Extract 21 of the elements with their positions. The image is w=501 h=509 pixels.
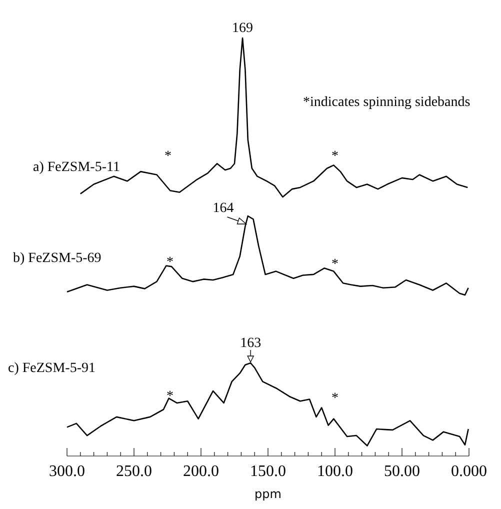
x-tick-label: 200.0 (183, 463, 219, 480)
annotation: * (164, 149, 172, 164)
series-label: b) FeZSM-5-69 (13, 251, 102, 266)
text: c) FeZSM-5-91 (8, 361, 96, 376)
x-tick-label: 250.0 (116, 463, 152, 480)
series-label: a) FeZSM-5-11 (33, 160, 120, 175)
x-tick-label: 300.0 (49, 463, 85, 480)
annotation: * (332, 391, 338, 406)
x-tick-label: 50.00 (384, 463, 420, 480)
annotation: 169 (232, 21, 254, 36)
annotation: *indicates spinning sidebands (303, 95, 470, 110)
x-tick-label: 100.0 (317, 463, 353, 480)
annotation: * (332, 149, 338, 164)
x-tick-label: 150.0 (250, 463, 286, 480)
annotation: * (166, 255, 174, 270)
annotation: 163 (240, 336, 262, 351)
annotation: * (332, 257, 338, 272)
x-axis-title: ppm (254, 487, 282, 501)
annotation: 164 (212, 201, 234, 216)
annotation: * (166, 389, 174, 404)
x-tick-label: 0.000 (451, 463, 487, 480)
